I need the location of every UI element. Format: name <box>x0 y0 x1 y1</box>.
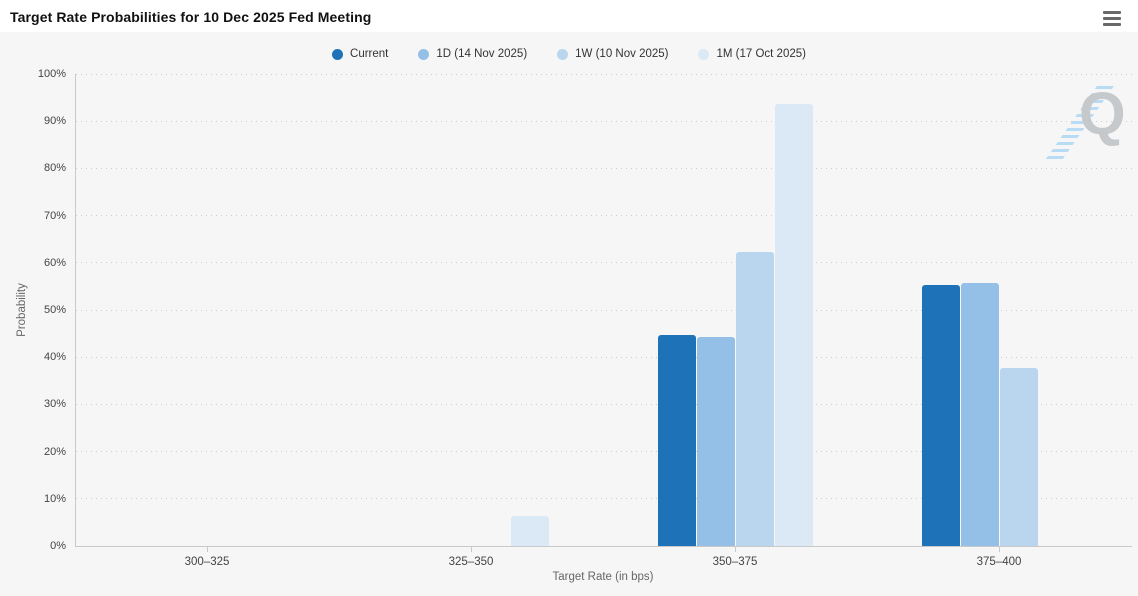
x-axis-category-label: 325–350 <box>448 556 494 568</box>
legend-item-label: 1M (17 Oct 2025) <box>716 48 806 60</box>
x-axis-category-label: 300–325 <box>184 556 230 568</box>
x-axis-tick <box>471 547 472 552</box>
y-axis-tick-label: 40% <box>43 351 66 364</box>
x-axis-title: Target Rate (in bps) <box>552 571 654 583</box>
y-axis-tick-label: 0% <box>50 540 66 552</box>
gridline <box>76 403 1132 405</box>
y-axis-tick-label: 20% <box>43 445 66 458</box>
bar-1w-350-375 <box>736 252 774 546</box>
gridline <box>76 262 1132 264</box>
legend-item-1w[interactable]: 1W (10 Nov 2025) <box>557 48 668 60</box>
y-axis-tick-label: 100% <box>37 68 66 80</box>
y-axis-tick-label: 10% <box>43 492 66 505</box>
y-axis-tick-label: 80% <box>43 162 66 175</box>
y-axis-tick-label: 70% <box>43 209 66 222</box>
x-axis-category-label: 350–375 <box>712 556 758 568</box>
x-axis-tick <box>999 547 1000 552</box>
bar-1m-325-350 <box>511 516 549 546</box>
legend-item-label: Current <box>350 48 389 60</box>
y-axis-tick-label: 60% <box>43 256 66 269</box>
gridline <box>76 167 1132 169</box>
chart-context-menu-button[interactable] <box>1103 11 1123 26</box>
legend-item-label: 1W (10 Nov 2025) <box>575 48 669 60</box>
gridline <box>76 356 1132 358</box>
gridline <box>76 120 1132 122</box>
chart-legend: Current 1D (14 Nov 2025) 1W (10 Nov 2025) 1… <box>0 44 1138 64</box>
legend-item-1m[interactable]: 1M (17 Oct 2025) <box>698 48 806 60</box>
bar-current-375-400 <box>922 284 960 546</box>
legend-item-1d[interactable]: 1D (14 Nov 2025) <box>418 48 527 60</box>
legend-marker-icon <box>418 48 430 60</box>
chart-title: Target Rate Probabilities for 10 Dec 202… <box>10 9 372 25</box>
bar-1w-375-400 <box>1000 367 1038 546</box>
legend-item-current[interactable]: Current <box>332 48 388 60</box>
legend-marker-icon <box>332 48 344 60</box>
gridline <box>76 73 1132 75</box>
plot-area <box>75 73 1132 547</box>
y-axis-tick-label: 30% <box>43 398 66 411</box>
x-axis-category-label: 375–400 <box>976 556 1022 568</box>
legend-item-label: 1D (14 Nov 2025) <box>436 48 528 60</box>
hamburger-icon <box>1103 17 1121 20</box>
bar-1d-375-400 <box>961 282 999 546</box>
x-axis-tick <box>735 547 736 552</box>
gridline <box>76 498 1132 500</box>
bar-current-350-375 <box>658 335 696 546</box>
gridline <box>76 215 1132 217</box>
y-axis-tick-label: 50% <box>43 304 66 316</box>
gridline <box>76 451 1132 453</box>
chart-header: Target Rate Probabilities for 10 Dec 202… <box>0 0 1138 32</box>
hamburger-icon <box>1103 11 1121 14</box>
gridline <box>76 309 1132 311</box>
y-axis-tick-label: 90% <box>43 115 66 128</box>
bar-1m-350-375 <box>775 103 813 546</box>
legend-marker-icon <box>557 48 569 60</box>
hamburger-icon <box>1103 23 1121 26</box>
legend-marker-icon <box>698 48 710 60</box>
x-axis-tick <box>207 547 208 552</box>
bar-1d-350-375 <box>697 337 735 546</box>
